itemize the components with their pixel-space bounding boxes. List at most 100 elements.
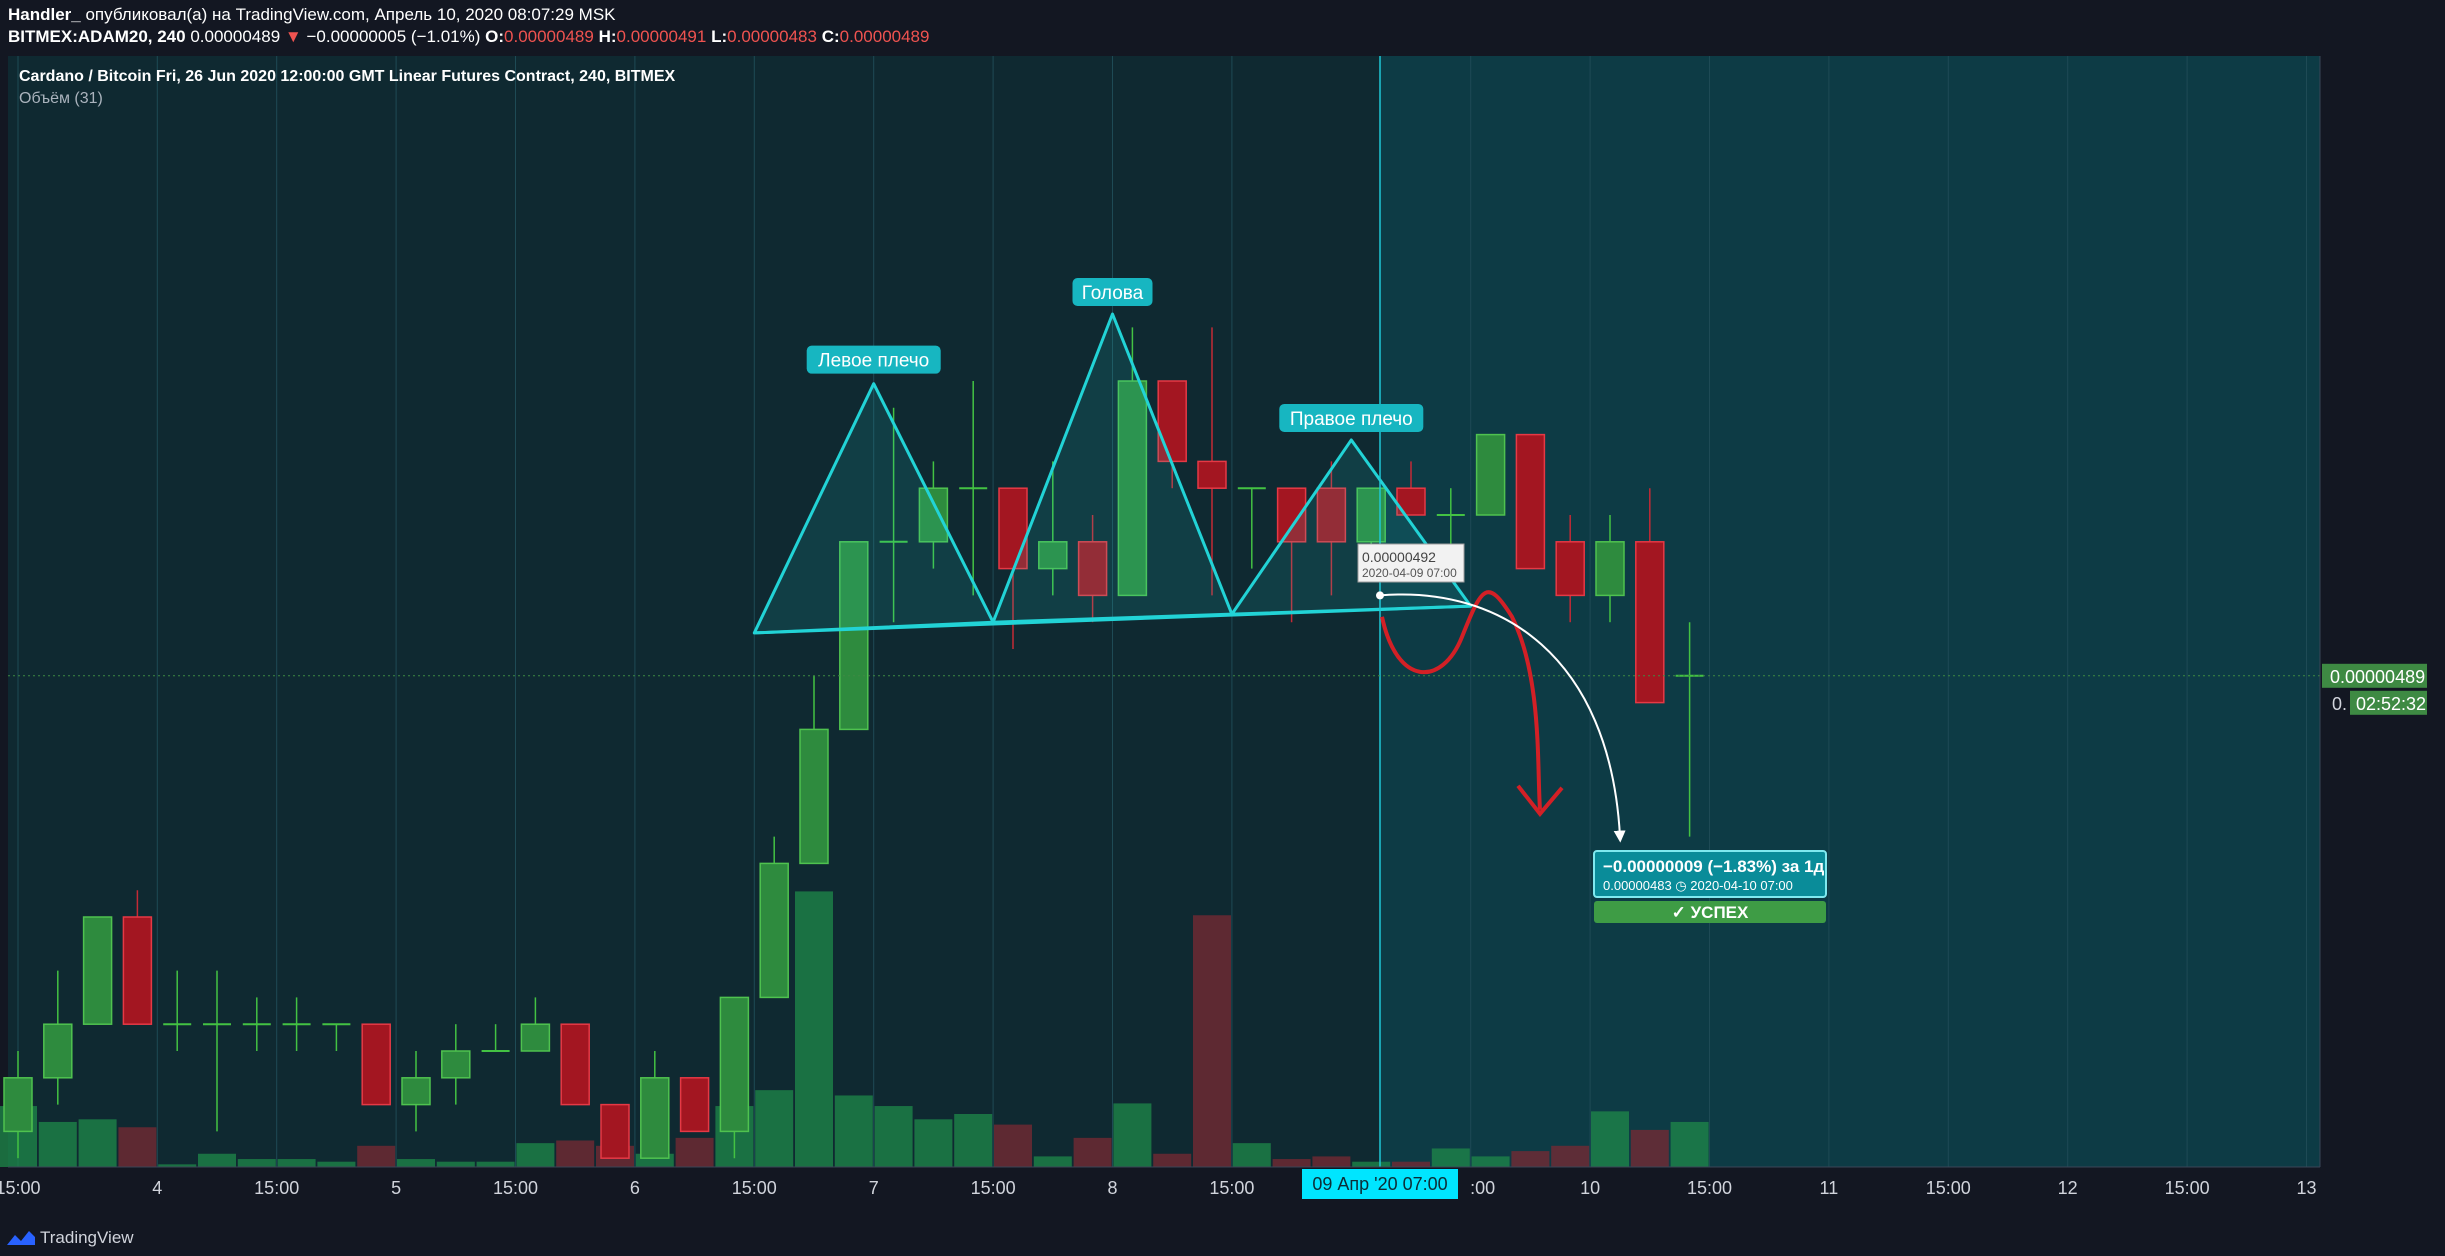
- volume-bar: [476, 1161, 515, 1167]
- volume-bar: [1312, 1156, 1351, 1167]
- volume-bar: [118, 1127, 157, 1167]
- time-tick-label: 4: [152, 1178, 162, 1198]
- candle-body: [3, 1077, 33, 1133]
- volume-bar: [795, 891, 833, 1167]
- publish-header: Handler_ опубликовал(а) на TradingView.c…: [0, 0, 2445, 56]
- right-shoulder-text: Правое плечо: [1290, 409, 1413, 430]
- candle-body: [1157, 380, 1187, 463]
- time-tick-label: 13: [2296, 1178, 2316, 1198]
- author-name[interactable]: Handler_: [8, 5, 81, 24]
- result-details-text: 0.00000483 ◷ 2020-04-10 07:00: [1603, 878, 1793, 893]
- left-shoulder-text: Левое плечо: [818, 351, 929, 372]
- high-label: H:: [598, 27, 617, 46]
- candle-body: [401, 1077, 431, 1106]
- time-tick-label: :00: [1470, 1178, 1495, 1198]
- candle-body: [1197, 460, 1227, 489]
- candle-body: [1555, 541, 1585, 597]
- price-chart[interactable]: Левое плечо Голова Правое плечо 0.000004…: [0, 56, 2445, 1220]
- time-tick-label: 15:00: [1687, 1178, 1732, 1198]
- start-date-text: 2020-04-09 07:00: [1362, 566, 1457, 580]
- time-tick-label: 7: [869, 1178, 879, 1198]
- success-badge: [1594, 901, 1826, 923]
- volume-bar: [516, 1143, 555, 1167]
- volume-bar: [1670, 1121, 1709, 1167]
- candle-body: [520, 1023, 551, 1052]
- volume-bar: [1232, 1143, 1271, 1167]
- low-value: 0.00000483: [727, 27, 817, 46]
- candles: [3, 327, 1704, 1159]
- last-price: 0.00000489: [190, 27, 281, 46]
- volume-bar: [834, 1095, 873, 1167]
- time-tick-label: 15:00: [732, 1178, 777, 1198]
- publish-info: Handler_ опубликовал(а) на TradingView.c…: [8, 5, 616, 25]
- forecast-start-point[interactable]: [1376, 591, 1384, 600]
- time-tick-label: 12: [2058, 1178, 2078, 1198]
- forecast-result-box[interactable]: −0.00000009 (−1.83%) за 1д 0.00000483 ◷ …: [1593, 850, 1827, 923]
- volume-bar: [277, 1159, 316, 1167]
- crosshair-date-tag: 09 Апр '20 07:00: [1302, 1169, 1458, 1199]
- time-tick-label: 15:00: [1209, 1178, 1254, 1198]
- neckline: [754, 604, 1471, 635]
- tradingview-logo-icon[interactable]: [6, 1229, 36, 1247]
- volume-bar: [317, 1161, 356, 1167]
- head-text: Голова: [1082, 283, 1144, 304]
- volume-bar: [436, 1161, 475, 1167]
- candle-body: [1316, 487, 1347, 543]
- volume-bar: [1471, 1156, 1510, 1167]
- candle-body: [640, 1077, 670, 1159]
- left-shoulder-label[interactable]: Левое плечо: [806, 345, 941, 374]
- volume-bar: [954, 1114, 993, 1167]
- volume-bar: [1551, 1145, 1590, 1167]
- candle-body: [799, 728, 829, 865]
- volume-bar: [874, 1106, 913, 1167]
- symbol-label[interactable]: BITMEX:ADAM20, 240: [8, 27, 186, 46]
- crosshair-date-text: 09 Апр '20 07:00: [1312, 1174, 1447, 1194]
- candle-body: [759, 862, 789, 999]
- open-label: O:: [485, 27, 505, 46]
- volume-bar: [1392, 1161, 1430, 1167]
- candle-body: [361, 1023, 391, 1106]
- volume-bar: [914, 1119, 953, 1167]
- volume-bar: [675, 1137, 714, 1167]
- right-shoulder-label[interactable]: Правое плечо: [1279, 403, 1424, 432]
- candle-body: [1077, 541, 1108, 597]
- volume-bar: [1431, 1148, 1470, 1167]
- time-tick-label: 15:00: [0, 1178, 41, 1198]
- candle-body: [1515, 433, 1546, 570]
- candle-body: [918, 487, 949, 543]
- volume-legend[interactable]: Объём (31): [19, 90, 103, 107]
- volume-bar: [1272, 1159, 1311, 1167]
- head-and-shoulders-pattern[interactable]: [752, 312, 1473, 635]
- time-tick-label: 6: [630, 1178, 640, 1198]
- volume-bar: [158, 1164, 197, 1167]
- tradingview-brand[interactable]: TradingView: [40, 1228, 134, 1247]
- time-tick-label: 15:00: [971, 1178, 1016, 1198]
- volume-bar: [237, 1159, 276, 1167]
- success-text: ✓ УСПЕХ: [1672, 903, 1749, 922]
- time-tick-label: 15:00: [2165, 1178, 2210, 1198]
- candle-body: [1117, 380, 1148, 597]
- time-tick-label: 8: [1107, 1178, 1117, 1198]
- published-text: опубликовал(а) на TradingView.com, Апрел…: [80, 5, 616, 24]
- volume-bar: [994, 1124, 1032, 1167]
- volume-bar: [1033, 1156, 1072, 1167]
- volume-bar: [1630, 1129, 1669, 1167]
- candle-body: [441, 1050, 471, 1079]
- result-change-text: −0.00000009 (−1.83%) за 1д: [1603, 857, 1824, 876]
- volume-bar: [78, 1119, 117, 1167]
- head-label[interactable]: Голова: [1072, 278, 1153, 306]
- open-value: 0.00000489: [504, 27, 594, 46]
- volume-bar: [1153, 1153, 1192, 1167]
- volume-bar: [357, 1145, 396, 1167]
- volume-bar: [1193, 915, 1231, 1167]
- time-axis[interactable]: 15:00 4 15:00 5 15:00 6 15:00 7 15:00 8 15:00:00 10…: [0, 1178, 2317, 1198]
- volume-bar: [1352, 1161, 1391, 1167]
- change-value: −0.00000005 (−1.01%): [306, 27, 481, 46]
- plot-background: [8, 56, 1380, 1167]
- time-tick-label: 15:00: [493, 1178, 538, 1198]
- high-value: 0.00000491: [616, 27, 707, 46]
- volume-bar: [38, 1121, 77, 1167]
- candle-body: [998, 487, 1028, 570]
- down-arrow-icon: ▼: [284, 27, 302, 46]
- current-price-tag: 0.00000489: [2322, 663, 2427, 688]
